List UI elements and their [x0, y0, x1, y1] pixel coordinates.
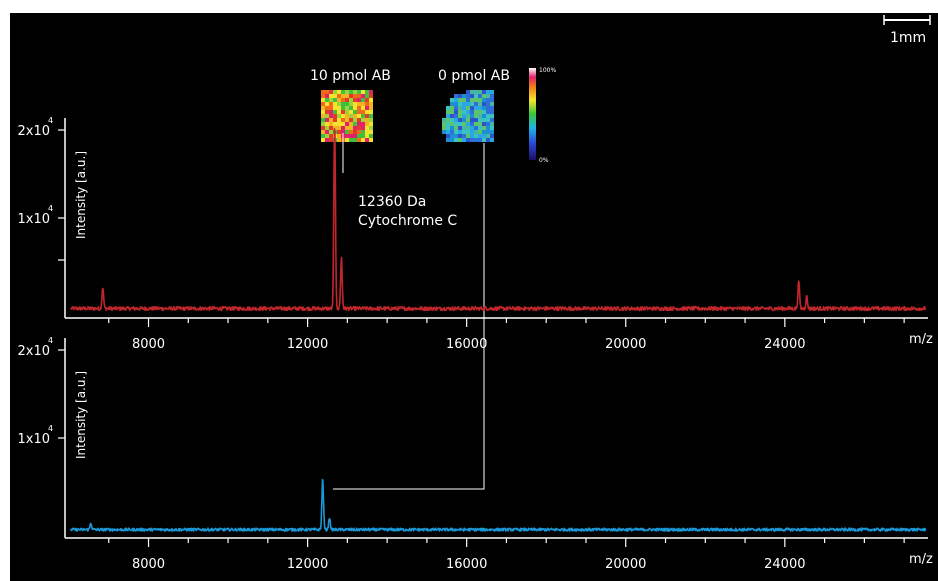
- y-tick-label: 2x10: [17, 344, 50, 359]
- annotation-protein: Cytochrome C: [358, 213, 457, 229]
- connector-lines: [333, 133, 485, 490]
- x-tick-label: 12000: [287, 557, 328, 572]
- figure-frame: 1mm 10 pmol AB 0 pmol AB 100% 0% 12360 D…: [10, 13, 938, 581]
- y-tick-exponent: 4: [48, 204, 53, 213]
- y-tick-exponent: 4: [48, 424, 53, 433]
- mass-spectra-figure: 1mm 10 pmol AB 0 pmol AB 100% 0% 12360 D…: [17, 15, 933, 572]
- y-axis-title: Intensity [a.u.]: [74, 371, 88, 459]
- peak-annotation: 12360 Da Cytochrome C: [358, 194, 457, 229]
- colorbar-min-label: 0%: [539, 157, 549, 164]
- maldi-image-10pmol: [321, 90, 373, 142]
- y-tick-exponent: 4: [48, 116, 53, 125]
- image-label-10pmol: 10 pmol AB: [310, 68, 391, 84]
- x-tick-label: 24000: [764, 557, 805, 572]
- y-tick-label: 1x10: [17, 212, 50, 227]
- colorbar-max-label: 100%: [539, 67, 556, 74]
- connector-0pmol: [333, 143, 485, 490]
- image-label-0pmol: 0 pmol AB: [438, 68, 510, 84]
- spectrum-bottom-trace: [70, 478, 927, 532]
- scale-bar: 1mm: [883, 15, 931, 46]
- x-tick-label: 24000: [764, 337, 805, 352]
- x-tick-label: 8000: [132, 557, 165, 572]
- x-tick-label: 8000: [132, 337, 165, 352]
- maldi-image-0pmol: [442, 90, 494, 142]
- x-tick-label: 16000: [446, 337, 487, 352]
- x-tick-label: 16000: [446, 557, 487, 572]
- x-tick-label: 20000: [605, 337, 646, 352]
- spectrum-top-trace: [70, 128, 927, 312]
- intensity-colorbar: [529, 68, 536, 160]
- maldi-images: 10 pmol AB 0 pmol AB 100% 0%: [310, 67, 556, 164]
- y-tick-label: 2x10: [17, 124, 50, 139]
- annotation-mass: 12360 Da: [358, 194, 426, 210]
- y-axis-title: Intensity [a.u.]: [74, 151, 88, 239]
- x-tick-label: 12000: [287, 337, 328, 352]
- scale-bar-label: 1mm: [890, 30, 926, 46]
- x-tick-label: 20000: [605, 557, 646, 572]
- x-axis-title: m/z: [909, 552, 933, 567]
- y-tick-label: 1x10: [17, 432, 50, 447]
- y-tick-exponent: 4: [48, 336, 53, 345]
- x-axis-title: m/z: [909, 332, 933, 347]
